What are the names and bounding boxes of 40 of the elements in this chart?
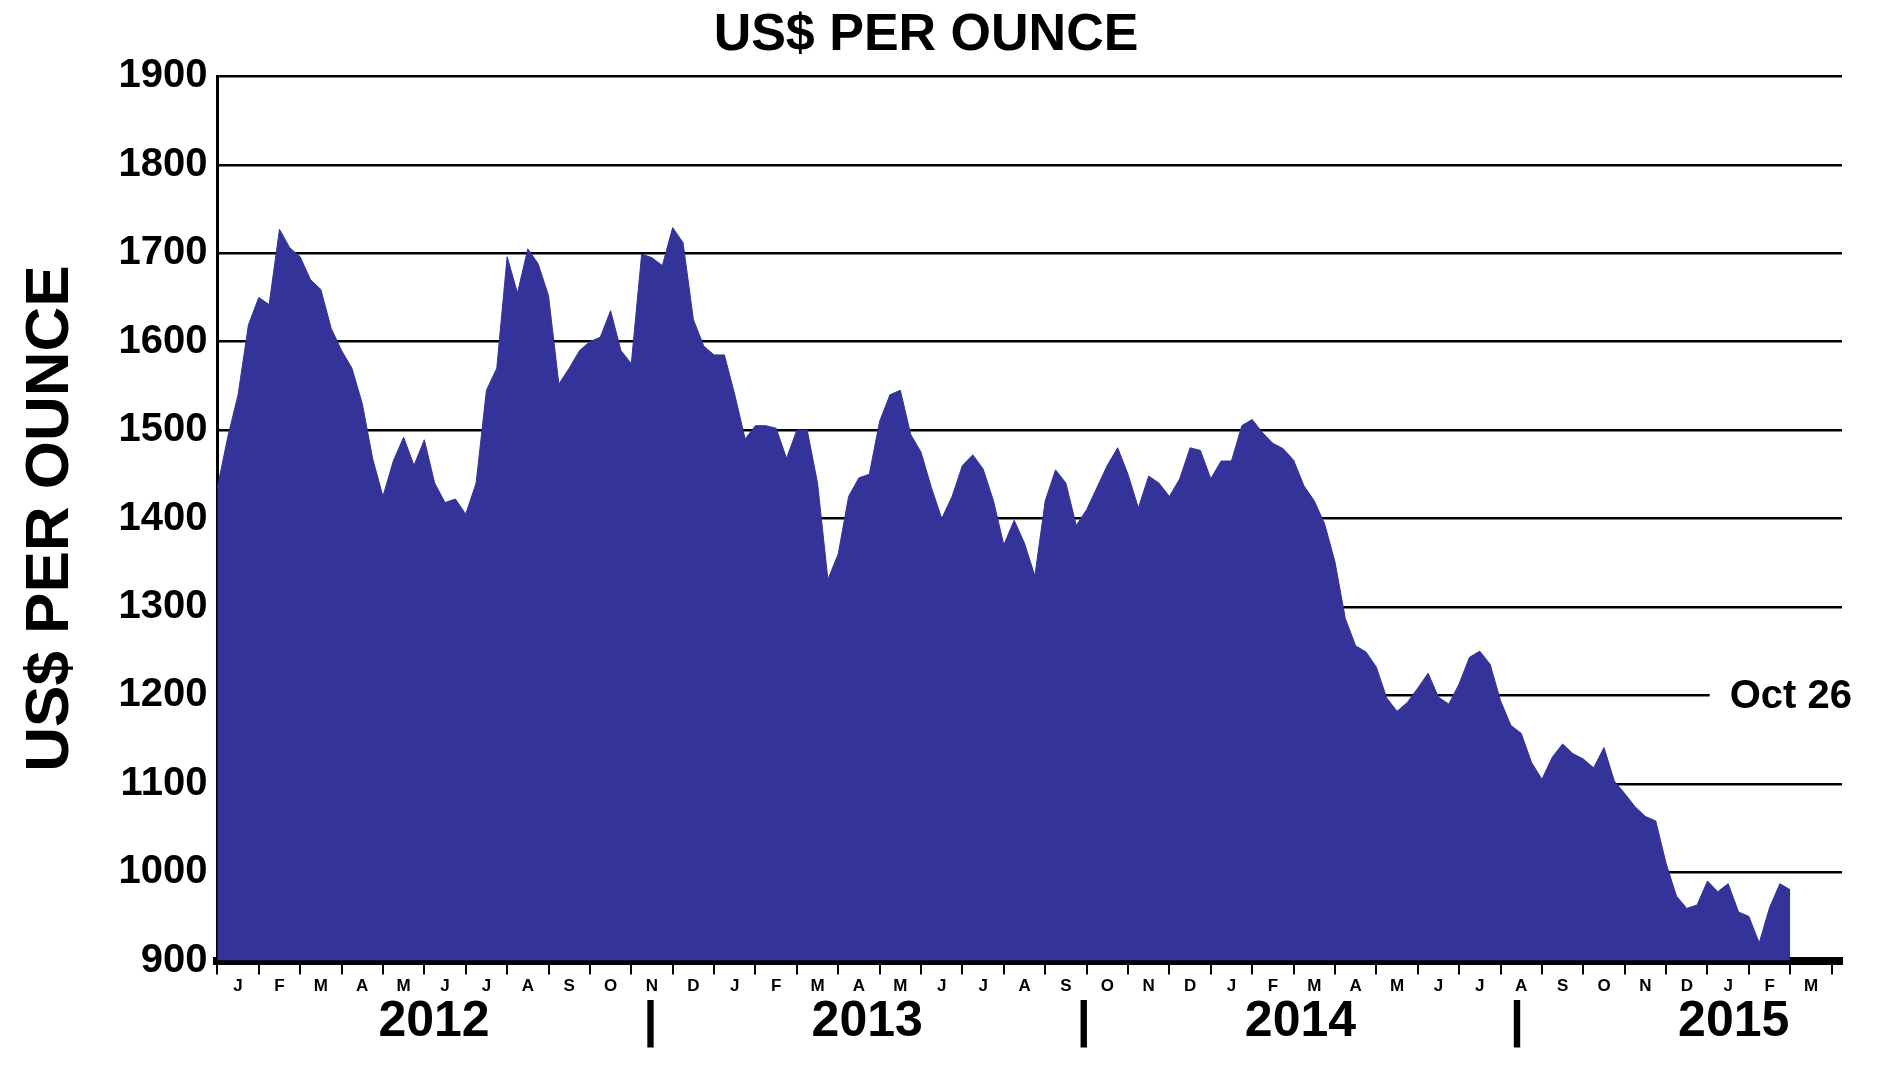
y-tick-label: 1700 — [118, 228, 208, 273]
y-tick-label: 1900 — [118, 51, 208, 96]
y-tick-label: 1200 — [118, 670, 208, 715]
x-tick-label: F — [274, 976, 285, 996]
y-tick-label: 1800 — [118, 139, 208, 184]
y-tick-label: 1500 — [118, 405, 208, 450]
x-tick-label: O — [1100, 976, 1114, 996]
text: | — [1076, 991, 1091, 1049]
x-tick-label: M — [1389, 976, 1405, 996]
x-tick-label: N — [1142, 976, 1155, 996]
x-tick-label: S — [1060, 976, 1072, 996]
y-axis-title: US$ PER OUNCE — [12, 265, 82, 772]
y-tick-label: 900 — [140, 935, 208, 980]
y-tick-label: 1000 — [118, 847, 208, 892]
x-tick-label: O — [603, 976, 618, 996]
x-tick-label: J — [978, 976, 988, 996]
x-tick-label: O — [1597, 976, 1611, 996]
x-tick-label: F — [770, 976, 782, 996]
x-tick-label: D — [1183, 976, 1197, 996]
x-tick-label: N — [1639, 976, 1652, 996]
x-tick-label: J — [1475, 976, 1485, 996]
y-tick-label: 1300 — [118, 581, 208, 626]
x-tick-label: A — [356, 976, 369, 996]
x-tick-label: A — [521, 976, 534, 996]
x-tick-label: J — [1433, 976, 1444, 996]
x-tick-label: S — [1556, 976, 1569, 996]
x-tick-label: M — [1803, 976, 1819, 996]
y-tick-label: 1600 — [118, 316, 208, 361]
chart-title: US$ PER OUNCE — [713, 2, 1139, 61]
x-tick-label: J — [233, 976, 243, 996]
x-tick-label: A — [1018, 976, 1031, 996]
x-tick-label: M — [313, 976, 328, 996]
x-tick-label: J — [730, 976, 740, 996]
x-tick-label: J — [937, 976, 947, 996]
y-tick-label: 1400 — [118, 493, 208, 538]
x-tick-label: D — [687, 976, 700, 996]
x-tick-label: S — [563, 976, 575, 996]
y-tick-label: 1100 — [120, 758, 208, 803]
annotation: Oct 26 — [1729, 672, 1853, 717]
x-tick-label: J — [1226, 976, 1237, 996]
